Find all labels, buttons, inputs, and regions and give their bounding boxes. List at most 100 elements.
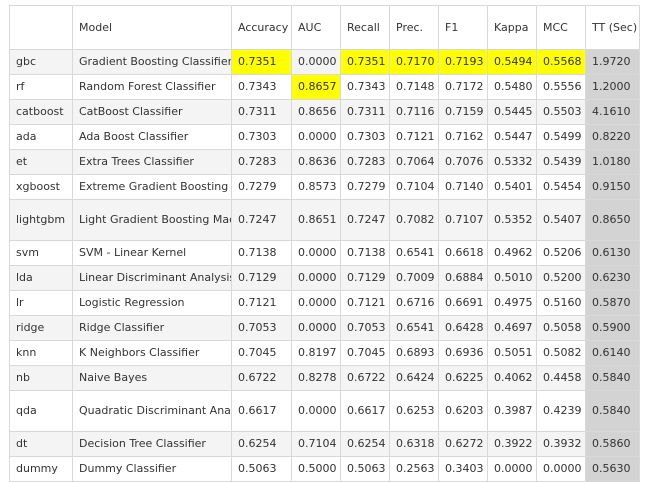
f1-cell: 0.6428 (438, 315, 488, 341)
column-header-model: Model (72, 5, 232, 50)
column-header-index (9, 5, 73, 50)
table-body: gbc Gradient Boosting Classifier 0.7351 0.0… (9, 49, 640, 482)
f1-cell: 0.6203 (438, 390, 488, 432)
accuracy-cell: 0.7053 (231, 315, 292, 341)
column-header-auc: AUC (291, 5, 341, 50)
tt-cell: 0.5860 (585, 431, 640, 457)
model-comparison-table: Model Accuracy AUC Recall Prec. F1 Kappa… (9, 5, 640, 482)
f1-cell: 0.6618 (438, 240, 488, 266)
accuracy-cell: 0.7283 (231, 149, 292, 175)
accuracy-cell: 0.7045 (231, 340, 292, 366)
kappa-cell: 0.5332 (487, 149, 537, 175)
row-index: ada (9, 124, 73, 150)
auc-cell: 0.0000 (291, 49, 341, 75)
auc-cell: 0.0000 (291, 390, 341, 432)
accuracy-cell: 0.6254 (231, 431, 292, 457)
kappa-cell: 0.4962 (487, 240, 537, 266)
f1-cell: 0.6225 (438, 365, 488, 391)
model-name: Logistic Regression (72, 290, 232, 316)
table-row: knn K Neighbors Classifier 0.7045 0.8197 0.7… (9, 340, 640, 366)
tt-cell: 0.6230 (585, 265, 640, 291)
table-row: dt Decision Tree Classifier 0.6254 0.7104 0.… (9, 431, 640, 457)
auc-cell: 0.8651 (291, 199, 341, 241)
f1-cell: 0.6272 (438, 431, 488, 457)
recall-cell: 0.7303 (340, 124, 390, 150)
recall-cell: 0.7247 (340, 199, 390, 241)
recall-cell: 0.6722 (340, 365, 390, 391)
kappa-cell: 0.5445 (487, 99, 537, 125)
accuracy-cell: 0.7279 (231, 174, 292, 200)
kappa-cell: 0.4697 (487, 315, 537, 341)
kappa-cell: 0.3922 (487, 431, 537, 457)
f1-cell: 0.6936 (438, 340, 488, 366)
mcc-cell: 0.5206 (536, 240, 586, 266)
column-header-recall: Recall (340, 5, 390, 50)
f1-cell: 0.7172 (438, 74, 488, 100)
mcc-cell: 0.5556 (536, 74, 586, 100)
kappa-cell: 0.5480 (487, 74, 537, 100)
row-index: ridge (9, 315, 73, 341)
auc-cell: 0.0000 (291, 124, 341, 150)
prec-cell: 0.7116 (389, 99, 439, 125)
row-index: xgboost (9, 174, 73, 200)
column-header-f1: F1 (438, 5, 488, 50)
model-name: Quadratic Discriminant Analysis (72, 390, 232, 432)
table-row: catboost CatBoost Classifier 0.7311 0.8656 0… (9, 99, 640, 125)
table-row: lda Linear Discriminant Analysis 0.7129 0.0… (9, 265, 640, 291)
table-row: rf Random Forest Classifier 0.7343 0.8657 0.… (9, 74, 640, 100)
kappa-cell: 0.4062 (487, 365, 537, 391)
model-name: Extra Trees Classifier (72, 149, 232, 175)
column-header-mcc: MCC (536, 5, 586, 50)
f1-cell: 0.7140 (438, 174, 488, 200)
tt-cell: 0.5900 (585, 315, 640, 341)
model-name: K Neighbors Classifier (72, 340, 232, 366)
mcc-cell: 0.5082 (536, 340, 586, 366)
recall-cell: 0.7311 (340, 99, 390, 125)
recall-cell: 0.7138 (340, 240, 390, 266)
table-row: ada Ada Boost Classifier 0.7303 0.0000 0.730… (9, 124, 640, 150)
table-row: ridge Ridge Classifier 0.7053 0.0000 0.7053 0… (9, 315, 640, 341)
auc-cell: 0.8636 (291, 149, 341, 175)
kappa-cell: 0.5447 (487, 124, 537, 150)
kappa-cell: 0.5352 (487, 199, 537, 241)
mcc-cell: 0.5439 (536, 149, 586, 175)
accuracy-cell: 0.7121 (231, 290, 292, 316)
mcc-cell: 0.4239 (536, 390, 586, 432)
table-row: svm SVM - Linear Kernel 0.7138 0.0000 0.7138… (9, 240, 640, 266)
accuracy-cell: 0.7351 (231, 49, 292, 75)
kappa-cell: 0.5051 (487, 340, 537, 366)
auc-cell: 0.7104 (291, 431, 341, 457)
auc-cell: 0.8197 (291, 340, 341, 366)
prec-cell: 0.6541 (389, 240, 439, 266)
prec-cell: 0.7170 (389, 49, 439, 75)
kappa-cell: 0.5494 (487, 49, 537, 75)
mcc-cell: 0.5058 (536, 315, 586, 341)
tt-cell: 1.2000 (585, 74, 640, 100)
kappa-cell: 0.5010 (487, 265, 537, 291)
recall-cell: 0.7121 (340, 290, 390, 316)
accuracy-cell: 0.6722 (231, 365, 292, 391)
prec-cell: 0.6893 (389, 340, 439, 366)
tt-cell: 0.8220 (585, 124, 640, 150)
prec-cell: 0.7082 (389, 199, 439, 241)
table-row: xgboost Extreme Gradient Boosting 0.7279 0.… (9, 174, 640, 200)
mcc-cell: 0.3932 (536, 431, 586, 457)
row-index: lightgbm (9, 199, 73, 241)
row-index: lr (9, 290, 73, 316)
kappa-cell: 0.3987 (487, 390, 537, 432)
row-index: gbc (9, 49, 73, 75)
mcc-cell: 0.5499 (536, 124, 586, 150)
mcc-cell: 0.5454 (536, 174, 586, 200)
model-name: Light Gradient Boosting Machine (72, 199, 232, 241)
recall-cell: 0.7351 (340, 49, 390, 75)
f1-cell: 0.6691 (438, 290, 488, 316)
f1-cell: 0.7076 (438, 149, 488, 175)
recall-cell: 0.7283 (340, 149, 390, 175)
model-name: Random Forest Classifier (72, 74, 232, 100)
model-name: Decision Tree Classifier (72, 431, 232, 457)
prec-cell: 0.7064 (389, 149, 439, 175)
auc-cell: 0.8278 (291, 365, 341, 391)
tt-cell: 4.1610 (585, 99, 640, 125)
row-index: nb (9, 365, 73, 391)
